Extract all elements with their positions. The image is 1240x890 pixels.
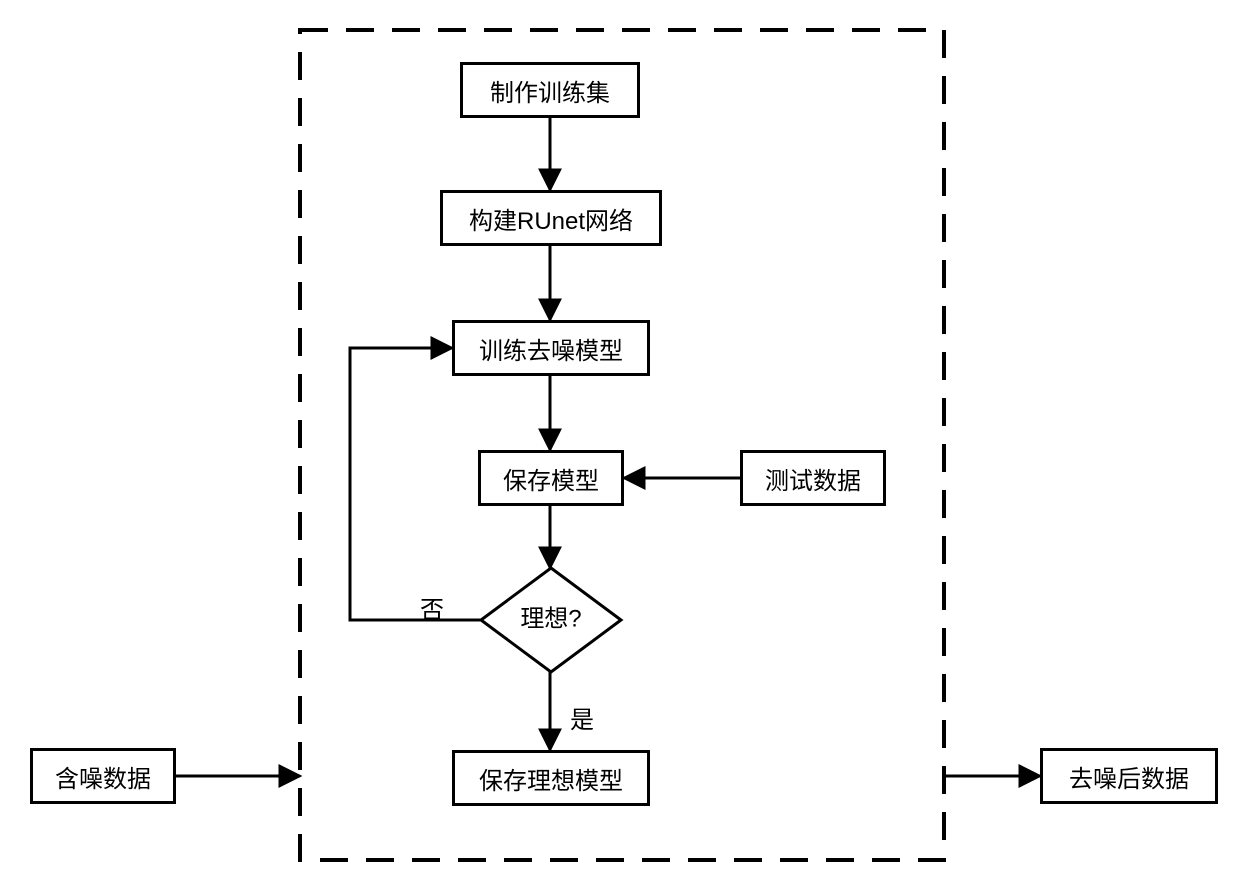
node-label: 去噪后数据 <box>1069 759 1189 794</box>
node-label: 测试数据 <box>765 461 861 496</box>
node-label: 保存理想模型 <box>479 761 623 796</box>
edge-label-yes: 是 <box>570 700 594 735</box>
node-label: 构建RUnet网络 <box>469 201 633 236</box>
node-test-data: 测试数据 <box>740 450 886 506</box>
node-save-ideal-model: 保存理想模型 <box>452 750 650 806</box>
node-label: 含噪数据 <box>55 759 151 794</box>
node-make-training-set: 制作训练集 <box>460 62 640 118</box>
node-build-runet: 构建RUnet网络 <box>440 190 662 246</box>
node-label: 训练去噪模型 <box>479 331 623 366</box>
node-denoised-data: 去噪后数据 <box>1040 748 1218 804</box>
node-noisy-data: 含噪数据 <box>30 748 176 804</box>
node-label: 保存模型 <box>503 461 599 496</box>
node-label: 制作训练集 <box>490 73 610 108</box>
node-train-model: 训练去噪模型 <box>452 320 650 376</box>
svg-text:理想?: 理想? <box>520 605 581 632</box>
edge-label-no: 否 <box>420 590 444 625</box>
flowchart-canvas: { "type": "flowchart", "canvas": { "widt… <box>0 0 1240 890</box>
node-save-model: 保存模型 <box>478 450 624 506</box>
